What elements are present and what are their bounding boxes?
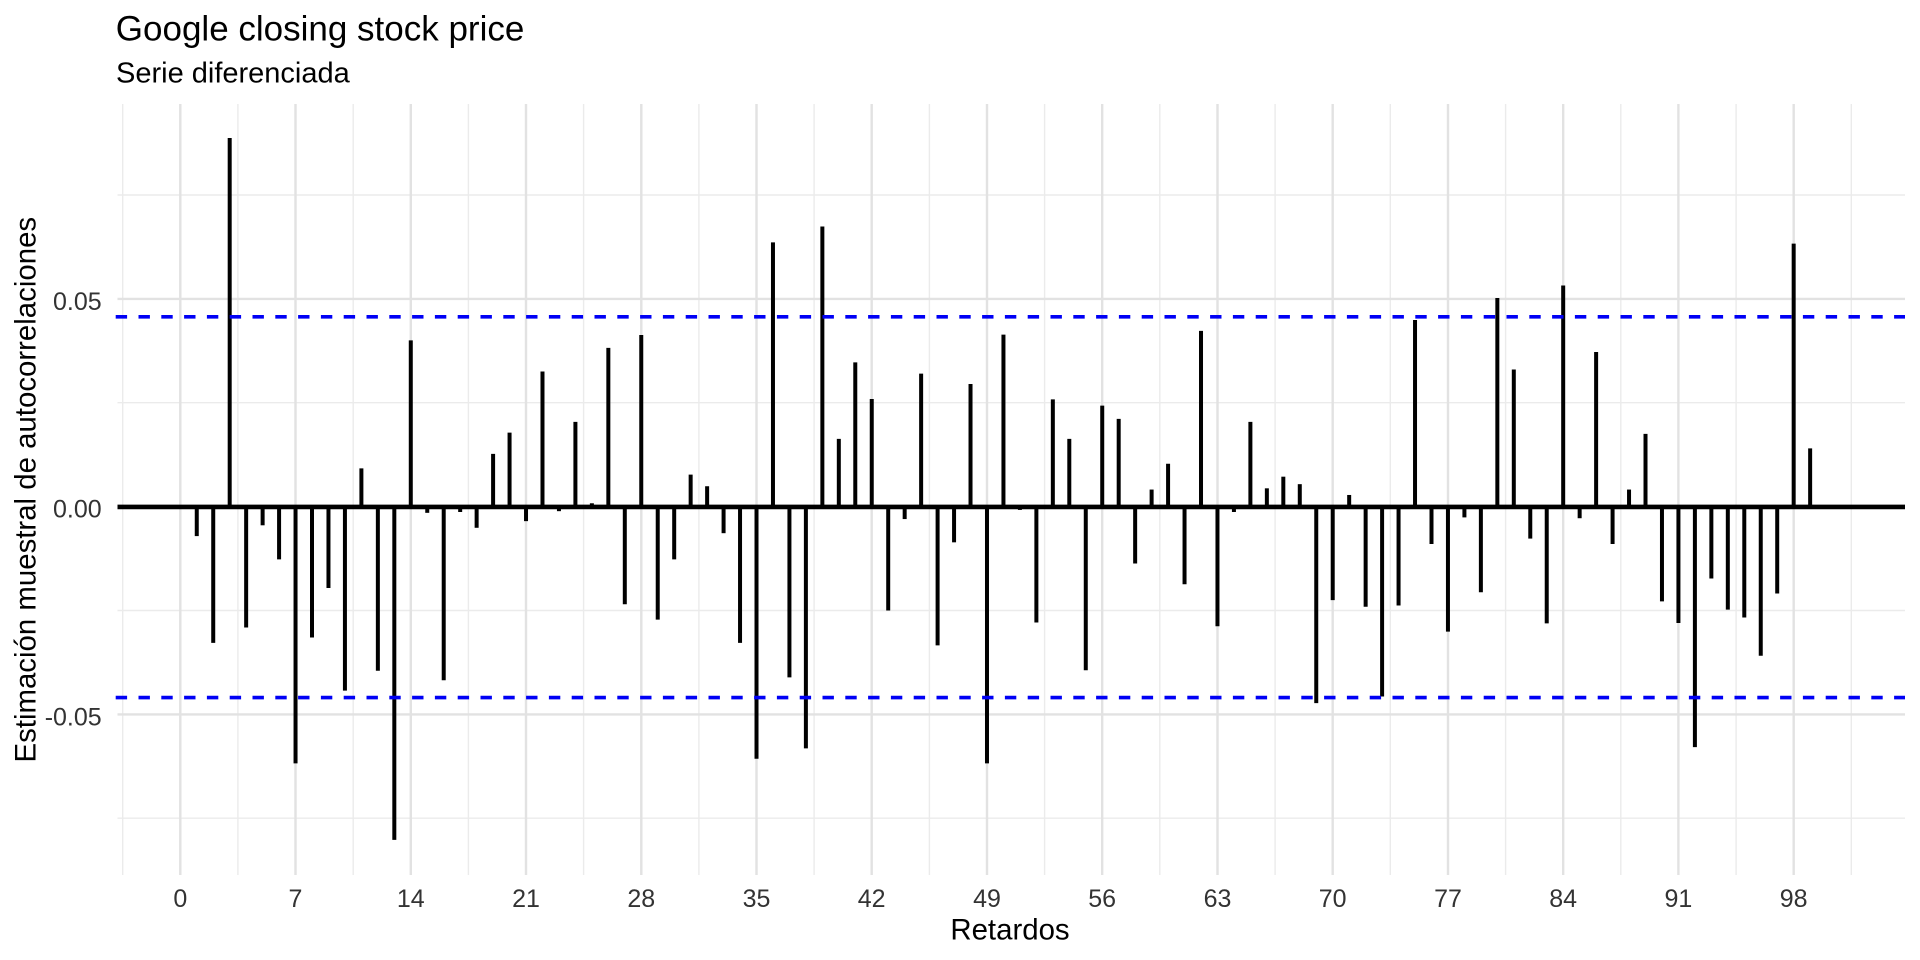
- svg-text:21: 21: [512, 885, 540, 913]
- svg-text:-0.05: -0.05: [45, 703, 102, 731]
- svg-text:49: 49: [973, 885, 1001, 913]
- svg-text:28: 28: [627, 885, 655, 913]
- svg-text:Retardos: Retardos: [950, 914, 1069, 947]
- svg-text:98: 98: [1780, 885, 1808, 913]
- svg-text:56: 56: [1088, 885, 1116, 913]
- svg-text:84: 84: [1549, 885, 1577, 913]
- svg-text:42: 42: [858, 885, 886, 913]
- svg-text:Estimación muestral de autocor: Estimación muestral de autocorrelaciones: [9, 217, 42, 763]
- svg-text:0.00: 0.00: [53, 496, 102, 524]
- svg-text:Google closing stock price: Google closing stock price: [116, 10, 525, 49]
- svg-text:35: 35: [743, 885, 771, 913]
- svg-text:Serie diferenciada: Serie diferenciada: [116, 58, 351, 90]
- svg-text:7: 7: [289, 885, 303, 913]
- svg-text:0: 0: [173, 885, 187, 913]
- svg-text:63: 63: [1204, 885, 1232, 913]
- svg-text:14: 14: [397, 885, 425, 913]
- svg-text:0.05: 0.05: [53, 288, 102, 316]
- svg-text:70: 70: [1319, 885, 1347, 913]
- svg-text:77: 77: [1434, 885, 1462, 913]
- svg-text:91: 91: [1664, 885, 1692, 913]
